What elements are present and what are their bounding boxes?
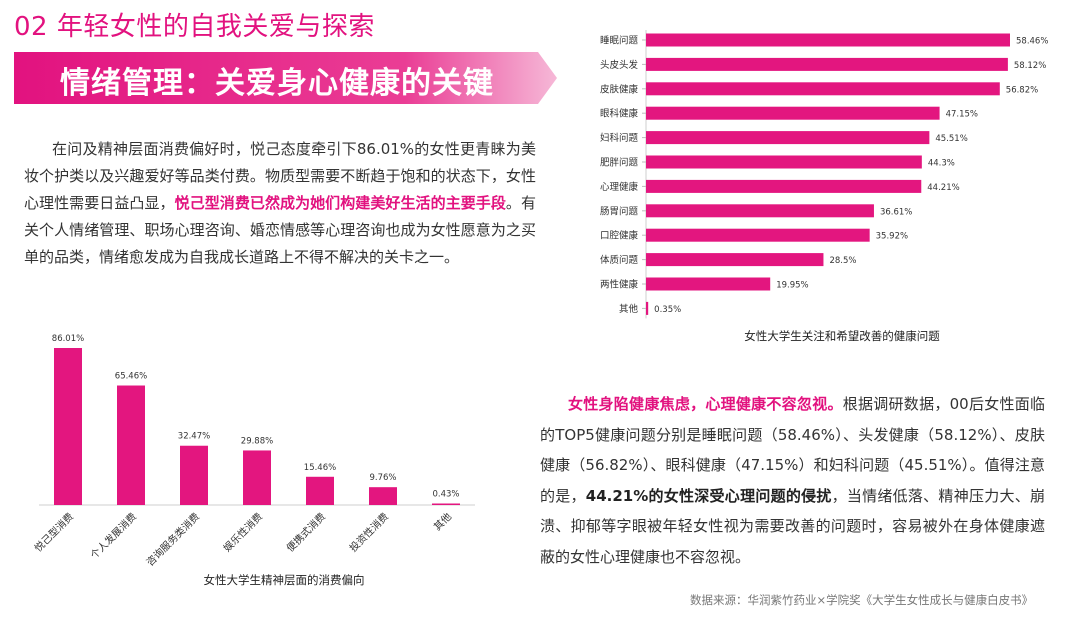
bar bbox=[646, 204, 874, 218]
data-label: 0.43% bbox=[432, 490, 459, 500]
health-paragraph: 女性身陷健康焦虑，心理健康不容忽视。根据调研数据，00后女性面临的TOP5健康问… bbox=[540, 389, 1045, 572]
bar bbox=[646, 253, 824, 267]
bar bbox=[646, 277, 771, 291]
category-label: 便携式消费 bbox=[284, 510, 329, 555]
bar bbox=[646, 301, 649, 315]
data-label: 58.12% bbox=[1014, 61, 1046, 71]
bar bbox=[117, 385, 145, 505]
health-concerns-chart: 睡眠问题 58.46% 头皮头发 58.12% 皮肤健康 56.82% 眼科健康 47.15%… bbox=[600, 30, 1048, 343]
category-label: 咨询服务类消费 bbox=[143, 510, 202, 569]
category-label: 悦己型消费 bbox=[32, 510, 77, 555]
bar bbox=[54, 348, 82, 505]
bar bbox=[432, 503, 460, 505]
category-label: 妇科问题 bbox=[600, 132, 639, 144]
para1-highlight: 悦己型消费已然成为她们构建美好生活的主要手段 bbox=[174, 194, 506, 212]
data-label: 44.21% bbox=[927, 183, 959, 193]
category-label: 眼科健康 bbox=[600, 108, 639, 120]
para2-text-a: 根据调研数据，00后女性面临的TOP5健康问题分别是睡眠问题（58.46%）、头… bbox=[540, 395, 1045, 505]
data-label: 19.95% bbox=[776, 281, 808, 291]
section-banner bbox=[14, 52, 557, 104]
category-label: 心理健康 bbox=[600, 181, 639, 193]
data-label: 86.01% bbox=[52, 334, 84, 344]
data-label: 65.46% bbox=[115, 372, 147, 382]
category-label: 投资性消费 bbox=[347, 510, 392, 555]
category-label: 肠胃问题 bbox=[600, 205, 639, 217]
data-label: 58.46% bbox=[1016, 37, 1048, 47]
bar bbox=[369, 487, 397, 505]
consumption-preference-chart: 86.01% 悦己型消费 65.46% 个人发展消费 32.47% 咨询服务类消费 29.8… bbox=[32, 334, 475, 587]
bar bbox=[646, 57, 1008, 71]
bar bbox=[646, 155, 922, 169]
data-label: 29.88% bbox=[241, 436, 273, 446]
bar bbox=[646, 82, 1000, 96]
category-label: 个人发展消费 bbox=[88, 510, 140, 562]
bar bbox=[180, 445, 208, 505]
category-label: 肥胖问题 bbox=[600, 157, 639, 169]
data-label: 28.5% bbox=[829, 256, 856, 266]
bar bbox=[646, 33, 1010, 47]
category-label: 头皮头发 bbox=[600, 59, 639, 71]
category-label: 其他 bbox=[431, 510, 454, 533]
data-label: 32.47% bbox=[178, 432, 210, 442]
data-source: 数据来源：华润紫竹药业×学院奖《大学生女性成长与健康白皮书》 bbox=[690, 593, 1034, 607]
chart-title: 女性大学生关注和希望改善的健康问题 bbox=[744, 329, 940, 343]
para2-text-b: ，当情绪低落、精神压力大、崩溃、抑郁等字眼被年轻女性视为需要改善的问题时，容易被… bbox=[540, 486, 1045, 566]
data-label: 47.15% bbox=[946, 110, 978, 120]
bar bbox=[306, 476, 334, 505]
intro-paragraph: 在问及精神层面消费偏好时，悦己态度牵引下86.01%的女性更青睐为美妆个护类以及… bbox=[24, 136, 536, 271]
data-label: 15.46% bbox=[304, 463, 336, 473]
category-label: 其他 bbox=[619, 303, 639, 315]
page-title: 02 年轻女性的自我关爱与探索 bbox=[14, 12, 375, 42]
data-label: 35.92% bbox=[876, 232, 908, 242]
data-label: 45.51% bbox=[935, 134, 967, 144]
chart-title: 女性大学生精神层面的消费偏向 bbox=[204, 573, 365, 587]
category-label: 口腔健康 bbox=[600, 230, 639, 242]
data-label: 44.3% bbox=[928, 159, 955, 169]
category-label: 娱乐性消费 bbox=[221, 510, 266, 555]
data-label: 36.61% bbox=[880, 207, 912, 217]
category-label: 皮肤健康 bbox=[600, 83, 639, 95]
para2-bold: 44.21%的女性深受心理问题的侵扰 bbox=[585, 486, 832, 505]
bar bbox=[646, 179, 922, 193]
bar bbox=[646, 228, 870, 242]
banner-title: 情绪管理：关爱身心健康的关键 bbox=[60, 66, 494, 101]
category-label: 睡眠问题 bbox=[600, 35, 639, 47]
para2-highlight: 女性身陷健康焦虑，心理健康不容忽视。 bbox=[568, 395, 843, 413]
category-label: 体质问题 bbox=[600, 254, 639, 266]
para1-text-a: 在问及精神层面消费偏好时，悦己态度牵引下86.01%的女性更青睐为美妆个护类以及… bbox=[24, 140, 536, 212]
data-label: 56.82% bbox=[1006, 85, 1038, 95]
data-label: 0.35% bbox=[654, 305, 681, 315]
bar bbox=[646, 106, 940, 120]
bar bbox=[646, 131, 930, 145]
bar bbox=[243, 450, 271, 505]
para1-text-b: 。有关个人情绪管理、职场心理咨询、婚恋情感等心理咨询也成为女性愿意为之买单的品类… bbox=[24, 194, 536, 266]
data-label: 9.76% bbox=[369, 473, 396, 483]
category-label: 两性健康 bbox=[600, 279, 639, 291]
